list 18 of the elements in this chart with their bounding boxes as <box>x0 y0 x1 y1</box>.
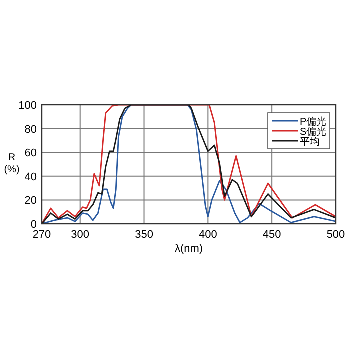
legend-label: S偏光 <box>300 126 327 138</box>
x-tick-label: 450 <box>262 229 282 241</box>
y-tick-label: 0 <box>30 219 37 231</box>
y-tick-label: 20 <box>24 195 37 208</box>
y-axis-title: R (%) <box>4 152 20 176</box>
y-tick-label: 80 <box>24 124 37 136</box>
y-tick-label: 100 <box>18 100 37 112</box>
x-tick-label: 270 <box>32 229 52 241</box>
x-axis-title: λ(nm) <box>174 243 204 255</box>
y-tick-label: 40 <box>24 171 37 184</box>
x-tick-label: 350 <box>135 229 154 241</box>
x-tick-label: 400 <box>198 229 218 241</box>
x-tick-label: 300 <box>71 229 90 241</box>
x-tick-label: 500 <box>326 229 346 241</box>
y-tick-label: 60 <box>24 148 37 160</box>
line-series <box>42 104 336 225</box>
legend-label: 平均 <box>300 136 320 148</box>
legend-label: P偏光 <box>300 116 327 128</box>
